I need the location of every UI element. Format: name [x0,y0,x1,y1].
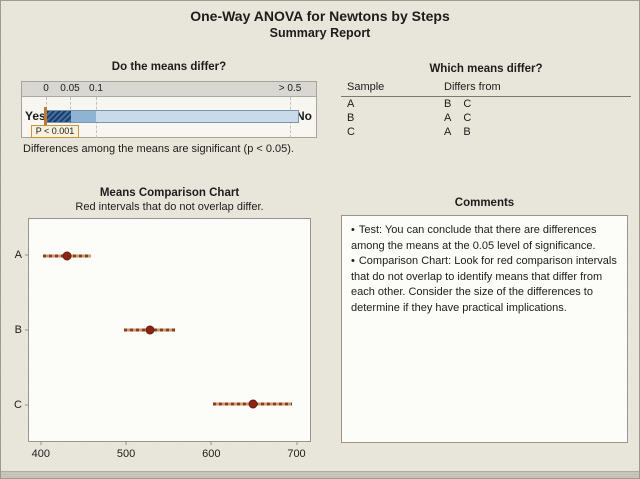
p-value-badge: P < 0.001 [31,125,79,138]
gauge-scale-label-005: 0.05 [60,83,80,94]
mean-dot [145,325,155,335]
sample-cell: B [347,112,355,124]
differs-value: C [463,98,472,110]
sample-cell: C [347,126,355,138]
y-tick-mark [25,329,28,331]
means-chart-title: Means Comparison Chart [99,187,240,199]
gauge-scale-label-0: 0 [43,83,49,94]
gauge-title: Do the means differ? [111,61,227,73]
bar-segment-light [96,111,298,122]
x-tick-label: 700 [287,448,306,460]
bullet-marker: • [351,255,355,268]
report-subtitle: Summary Report [269,26,371,40]
x-tick-label: 500 [116,448,136,460]
y-category-label: B [14,324,22,336]
gauge-scale-header: 0 0.05 0.1 > 0.5 [22,82,316,97]
gauge-yes-label: Yes [25,109,46,123]
differs-value: A [444,126,452,138]
means-chart-subtitle: Red intervals that do not overlap differ… [75,201,264,213]
comments-title: Comments [454,197,515,209]
x-tick-label: 400 [31,448,50,460]
col-header-differs-from: Differs from [444,81,501,93]
significance-caption: Differences among the means are signific… [23,143,294,155]
y-tick-mark [25,254,28,256]
y-category-label: A [14,249,22,262]
y-tick-mark [25,404,28,406]
means-plot-area[interactable] [28,218,311,442]
differ-table-header: Sample Differs from [341,81,631,97]
bar-segment-medium [71,111,96,122]
gauge-scale-label-01: 0.1 [89,83,103,94]
comments-box[interactable]: • Test: You can conclude that there are d… [341,215,628,443]
x-tick-mark [40,442,42,445]
comment-bullet: • Test: You can conclude that there are d… [351,223,618,254]
differs-value: A [444,112,452,124]
p-value-marker [44,107,47,126]
x-tick-mark [125,442,127,445]
differs-value: C [463,112,472,124]
mean-dot [62,251,72,261]
window-bottom-edge [1,471,639,478]
bar-segment-dark [47,111,71,122]
mean-dot [248,399,258,409]
differ-table-title: Which means differ? [429,63,543,75]
means-chart: A B C 400 500 600 700 [1,218,323,468]
x-tick-mark [296,442,297,445]
differs-value: B [444,98,452,110]
report-title: One-Way ANOVA for Newtons by Steps [190,8,450,24]
comment-bullet: • Comparison Chart: Look for red comparis… [351,254,618,316]
sample-cell: A [347,98,355,110]
x-tick-mark [210,442,212,445]
gauge-scale-label-05: > 0.5 [278,83,302,94]
significance-bar [46,110,299,123]
y-category-label: C [14,398,22,411]
significance-gauge[interactable]: 0 0.05 0.1 > 0.5 Yes No P < 0.001 [21,81,317,138]
gauge-body: Yes No P < 0.001 [22,97,316,138]
comment-text: Test: You can conclude that there are di… [351,224,597,252]
differs-value: B [463,126,471,138]
bullet-marker: • [351,224,355,236]
col-header-sample: Sample [347,81,385,93]
x-tick-label: 600 [202,448,221,460]
gauge-no-label: No [296,109,312,123]
comment-text: Comparison Chart: Look for red compariso… [351,255,617,315]
